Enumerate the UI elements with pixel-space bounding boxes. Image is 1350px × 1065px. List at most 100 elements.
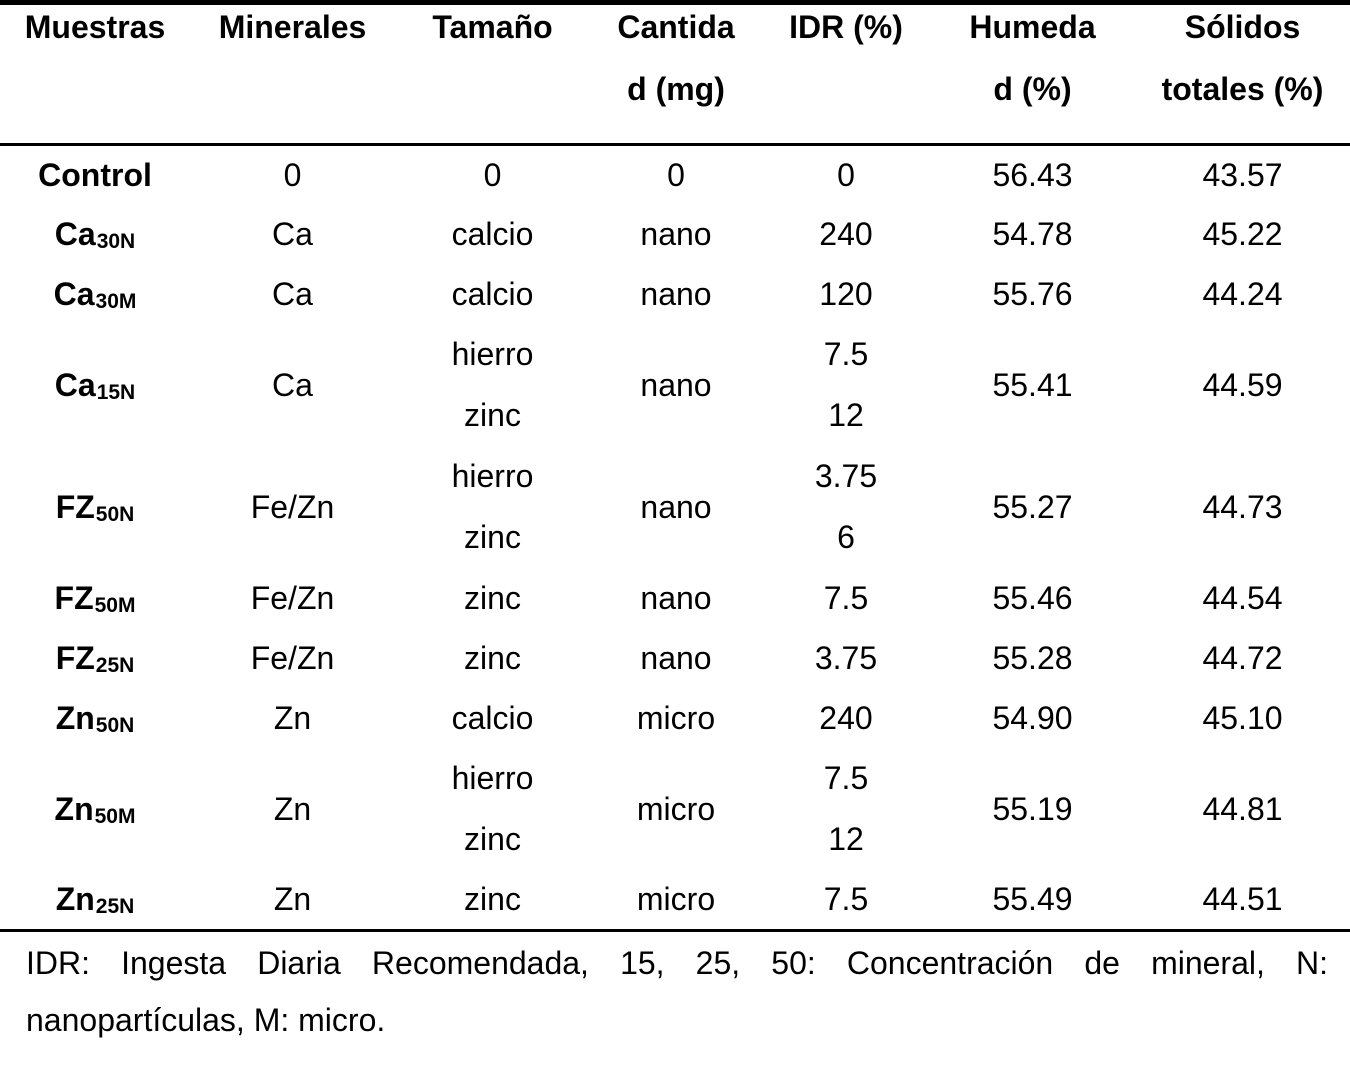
table-row: Zn50N Zn calcio micro 240 54.90 45.10 (0, 689, 1350, 749)
cell-solidos: 45.22 (1202, 215, 1283, 252)
minerals-table: Muestras Minerales Tamaño Cantida d (mg)… (0, 0, 1350, 931)
cell-sample: FZ25N (0, 629, 190, 689)
sample-subscript: 50M (94, 804, 136, 828)
cell-sample: Ca30M (0, 265, 190, 325)
cell-cantidad: nano (640, 579, 712, 616)
sample-name: FZ (55, 639, 95, 676)
cell-tamano: 0 (483, 156, 502, 193)
cell-idr: 120 (819, 275, 873, 312)
table-row: Ca30N Ca calcio nano 240 54.78 45.22 (0, 205, 1350, 265)
cell-sample: FZ50N (0, 447, 190, 569)
cell-sample: Zn25N (0, 871, 190, 931)
col-header-cantidad: Cantida d (mg) (590, 3, 762, 145)
sample-subscript: 25N (95, 653, 135, 677)
cell-cantidad: nano (640, 639, 712, 676)
cell-minerales: Ca (272, 366, 313, 403)
cell-idr: 240 (819, 699, 873, 736)
sample-subscript: 15N (96, 380, 136, 404)
cell-humedad: 55.27 (992, 488, 1073, 525)
cell-minerales: 0 (283, 156, 302, 193)
cell-cantidad: micro (636, 699, 716, 736)
table-row: Control 0 0 0 0 56.43 43.57 (0, 145, 1350, 205)
cell-solidos: 44.72 (1202, 639, 1283, 676)
cell-solidos: 44.59 (1202, 366, 1283, 403)
cell-humedad: 55.76 (992, 275, 1073, 312)
sample-name: Zn (55, 699, 95, 736)
sample-name: Zn (55, 881, 95, 918)
cell-solidos: 44.81 (1202, 790, 1283, 827)
cell-humedad: 55.41 (992, 366, 1073, 403)
cell-sample: Ca30N (0, 205, 190, 265)
cell-tamano: calcio (451, 699, 534, 736)
cell-sample: FZ50M (0, 569, 190, 629)
table-row: Zn50M Zn hierro zinc micro 7.5 12 55.19 44.81 (0, 749, 1350, 871)
cell-solidos: 43.57 (1202, 156, 1283, 193)
cell-tamano: zinc (464, 881, 521, 918)
cell-humedad: 55.49 (992, 881, 1073, 918)
cell-idr: 0 (837, 156, 855, 193)
cell-solidos: 44.54 (1202, 579, 1283, 616)
table-row: FZ50N Fe/Zn hierro zinc nano 3.75 6 55.27 44.73 (0, 447, 1350, 569)
cell-tamano: zinc (464, 579, 521, 616)
cell-line: 7.5 (823, 336, 869, 373)
cell-line: zinc (464, 397, 521, 434)
cell-tamano: calcio (451, 275, 534, 312)
sample-name: Control (38, 156, 152, 193)
cell-line: 12 (828, 397, 864, 434)
sample-subscript: 30M (95, 289, 137, 313)
cell-idr: 3.75 (814, 639, 878, 676)
cell-solidos: 45.10 (1202, 699, 1283, 736)
col-header-humedad: Humeda d (%) (930, 3, 1135, 145)
table-body: Control 0 0 0 0 56.43 43.57 Ca30N Ca calcio nano 24… (0, 145, 1350, 931)
cell-line: zinc (464, 519, 521, 556)
cell-idr: 7.5 (823, 579, 869, 616)
cell-humedad: 54.78 (992, 215, 1073, 252)
header-line: Tamaño (432, 9, 553, 45)
cell-sample: Control (0, 145, 190, 205)
col-header-solidos: Sólidos totales (%) (1135, 3, 1350, 145)
cell-tamano: hierro zinc (395, 447, 590, 569)
cell-solidos: 44.24 (1202, 275, 1283, 312)
cell-tamano: hierro zinc (395, 749, 590, 871)
cell-minerales: Zn (273, 699, 312, 736)
sample-name: Ca (54, 215, 96, 252)
cell-sample: Zn50M (0, 749, 190, 871)
cell-solidos: 44.73 (1202, 488, 1283, 525)
table-header: Muestras Minerales Tamaño Cantida d (mg)… (0, 3, 1350, 145)
header-line: Sólidos (1184, 9, 1301, 45)
cell-cantidad: micro (636, 790, 716, 827)
cell-solidos: 44.51 (1202, 881, 1283, 918)
sample-name: Zn (54, 790, 94, 827)
cell-minerales: Zn (273, 790, 312, 827)
sample-subscript: 25N (95, 895, 135, 919)
sample-subscript: 50N (95, 502, 135, 526)
cell-line: hierro (451, 760, 534, 797)
header-line (762, 49, 930, 129)
cell-tamano: zinc (464, 639, 521, 676)
cell-humedad: 55.28 (992, 639, 1073, 676)
cell-tamano: hierro zinc (395, 325, 590, 447)
footnote-line-2: nanopartículas, M: micro. (26, 1002, 386, 1038)
cell-line: 6 (837, 519, 855, 556)
col-header-tamano: Tamaño (395, 3, 590, 145)
cell-cantidad: nano (640, 215, 712, 252)
header-line: Cantida (617, 9, 735, 45)
cell-humedad: 55.46 (992, 579, 1073, 616)
table-row: FZ50M Fe/Zn zinc nano 7.5 55.46 44.54 (0, 569, 1350, 629)
cell-cantidad: micro (636, 881, 716, 918)
cell-sample: Ca15N (0, 325, 190, 447)
cell-tamano: calcio (451, 215, 534, 252)
table-footnote: IDR: Ingesta Diaria Recomendada, 15, 25,… (0, 932, 1350, 1049)
cell-line: 7.5 (823, 760, 869, 797)
cell-cantidad: nano (640, 275, 712, 312)
header-line (0, 49, 190, 129)
table-row: Ca15N Ca hierro zinc nano 7.5 12 55.41 44.59 (0, 325, 1350, 447)
cell-minerales: Zn (273, 881, 312, 918)
sample-name: FZ (55, 488, 95, 525)
cell-idr: 7.5 12 (762, 749, 930, 871)
cell-humedad: 55.19 (992, 790, 1073, 827)
cell-idr: 240 (819, 215, 873, 252)
cell-minerales: Ca (272, 275, 313, 312)
cell-line: hierro (451, 336, 534, 373)
sample-name: FZ (54, 579, 94, 616)
